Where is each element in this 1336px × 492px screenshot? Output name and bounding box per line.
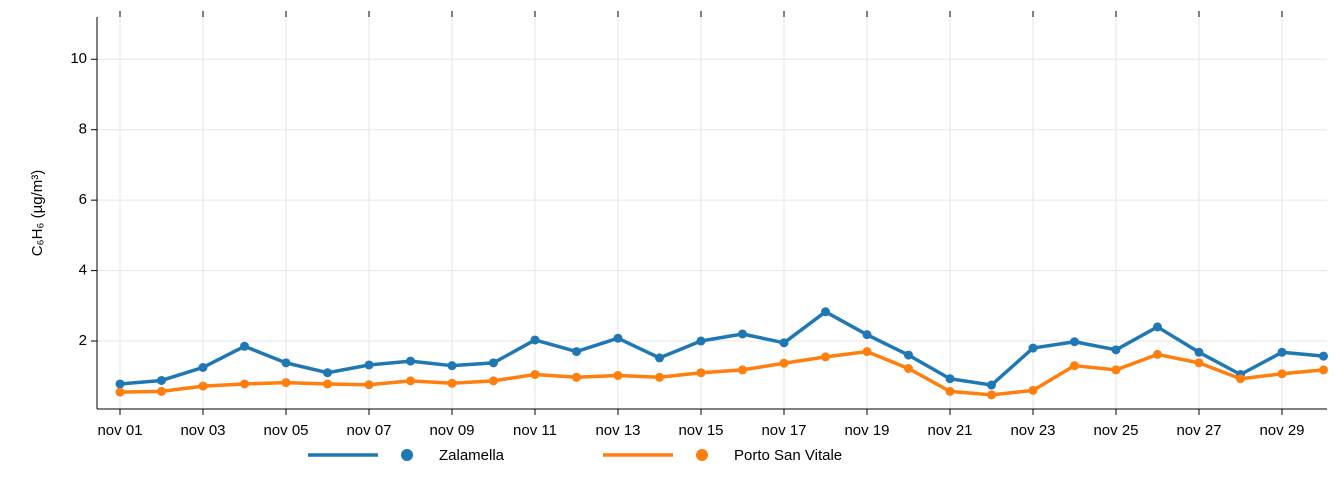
data-point (406, 376, 415, 386)
x-tick-label: nov 03 (180, 422, 225, 439)
series-line (119, 310, 1324, 387)
y-tick-label: 10 (70, 50, 87, 67)
data-point (821, 352, 830, 362)
y-tick-label: 2 (79, 332, 87, 349)
data-point (1277, 369, 1287, 379)
data-point (198, 381, 208, 391)
data-point (1153, 349, 1162, 359)
x-tick-label: nov 15 (678, 422, 723, 439)
x-tick-label: nov 07 (346, 422, 391, 439)
x-tick-label: nov 05 (263, 422, 308, 439)
data-point (862, 347, 872, 357)
x-tick-label: nov 29 (1259, 422, 1304, 439)
y-tick-label: 4 (79, 262, 87, 279)
data-point (945, 386, 955, 396)
data-point (613, 333, 623, 343)
data-point (281, 378, 291, 388)
data-point (115, 379, 125, 389)
data-point (779, 358, 789, 368)
data-point (696, 368, 706, 378)
data-point (1319, 351, 1328, 361)
data-point (572, 372, 581, 382)
data-point (198, 362, 208, 372)
data-point (1070, 337, 1079, 347)
data-point (862, 330, 872, 340)
legend-label: Porto San Vitale (734, 447, 842, 464)
x-tick-label: nov 25 (1093, 422, 1138, 439)
data-point (364, 360, 374, 370)
data-point (489, 358, 498, 368)
x-tick-label: nov 09 (429, 422, 474, 439)
data-point (157, 375, 166, 385)
data-point (1028, 385, 1038, 395)
data-point (323, 379, 332, 389)
data-point (240, 379, 249, 389)
data-point (364, 380, 374, 390)
data-point (738, 365, 747, 375)
x-tick-label: nov 13 (595, 422, 640, 439)
data-point (945, 374, 955, 384)
data-point (904, 350, 913, 360)
data-point (1111, 345, 1121, 355)
data-point (1236, 374, 1245, 384)
data-point (1319, 365, 1328, 375)
data-point (489, 376, 498, 386)
data-point (1153, 322, 1162, 332)
data-point (1277, 347, 1287, 357)
x-tick-label: nov 21 (927, 422, 972, 439)
y-tick-label: 8 (79, 121, 87, 138)
x-tick-label: nov 01 (97, 422, 142, 439)
data-point (447, 378, 457, 388)
legend-marker (401, 449, 413, 461)
data-point (904, 363, 913, 373)
data-point (240, 341, 249, 351)
data-point (1070, 361, 1079, 371)
y-tick-label: 6 (79, 191, 87, 208)
data-point (987, 390, 996, 400)
legend-label: Zalamella (439, 447, 505, 464)
data-point (447, 361, 457, 371)
data-point (115, 387, 125, 397)
data-point (157, 386, 166, 396)
data-point (1194, 358, 1204, 368)
data-point (281, 358, 291, 368)
data-point (613, 371, 623, 381)
legend-marker (696, 449, 708, 461)
data-point (406, 356, 415, 366)
x-tick-label: nov 23 (1010, 422, 1055, 439)
data-point (779, 338, 789, 348)
data-point (530, 335, 540, 345)
data-point (1111, 365, 1121, 375)
data-point (738, 329, 747, 339)
data-point (1194, 347, 1204, 357)
data-point (655, 372, 664, 382)
data-point (821, 307, 830, 317)
data-point (696, 336, 706, 346)
y-axis-label: C₆H₆ (µg/m³) (29, 170, 46, 257)
x-tick-label: nov 11 (513, 422, 557, 439)
x-tick-label: nov 27 (1176, 422, 1221, 439)
data-point (655, 353, 664, 363)
data-point (323, 368, 332, 378)
data-point (572, 347, 581, 357)
series-line (119, 349, 1324, 397)
data-point (530, 369, 540, 379)
x-tick-label: nov 17 (761, 422, 806, 439)
x-tick-label: nov 19 (844, 422, 889, 439)
data-point (1028, 343, 1038, 353)
data-point (987, 380, 996, 390)
